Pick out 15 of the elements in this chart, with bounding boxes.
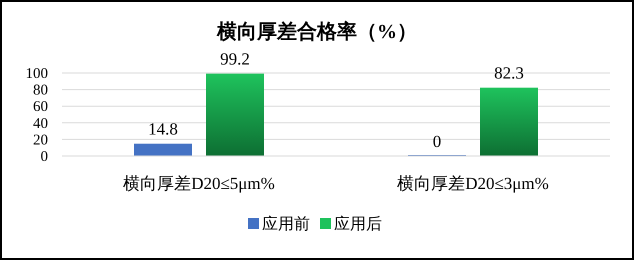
x-tick-label: 横向厚差D20≤5μm% [123, 174, 275, 193]
y-tick-label: 80 [33, 82, 48, 99]
data-label: 82.3 [494, 64, 524, 83]
data-label: 0 [432, 132, 442, 151]
x-tick-label: 横向厚差D20≤3μm% [397, 174, 549, 193]
y-tick-label: 20 [33, 132, 48, 148]
data-label: 99.2 [220, 50, 250, 69]
title: 横向厚差合格率（%） [217, 21, 417, 43]
y-tick-label: 0 [40, 149, 48, 165]
y-tick-label: 40 [33, 116, 48, 132]
legend-label: 应用前 [262, 215, 310, 233]
data-label: 14.8 [148, 120, 178, 139]
y-tick-label: 100 [26, 66, 48, 82]
y-tick-label: 60 [33, 99, 48, 116]
legend-label: 应用后 [334, 215, 382, 233]
